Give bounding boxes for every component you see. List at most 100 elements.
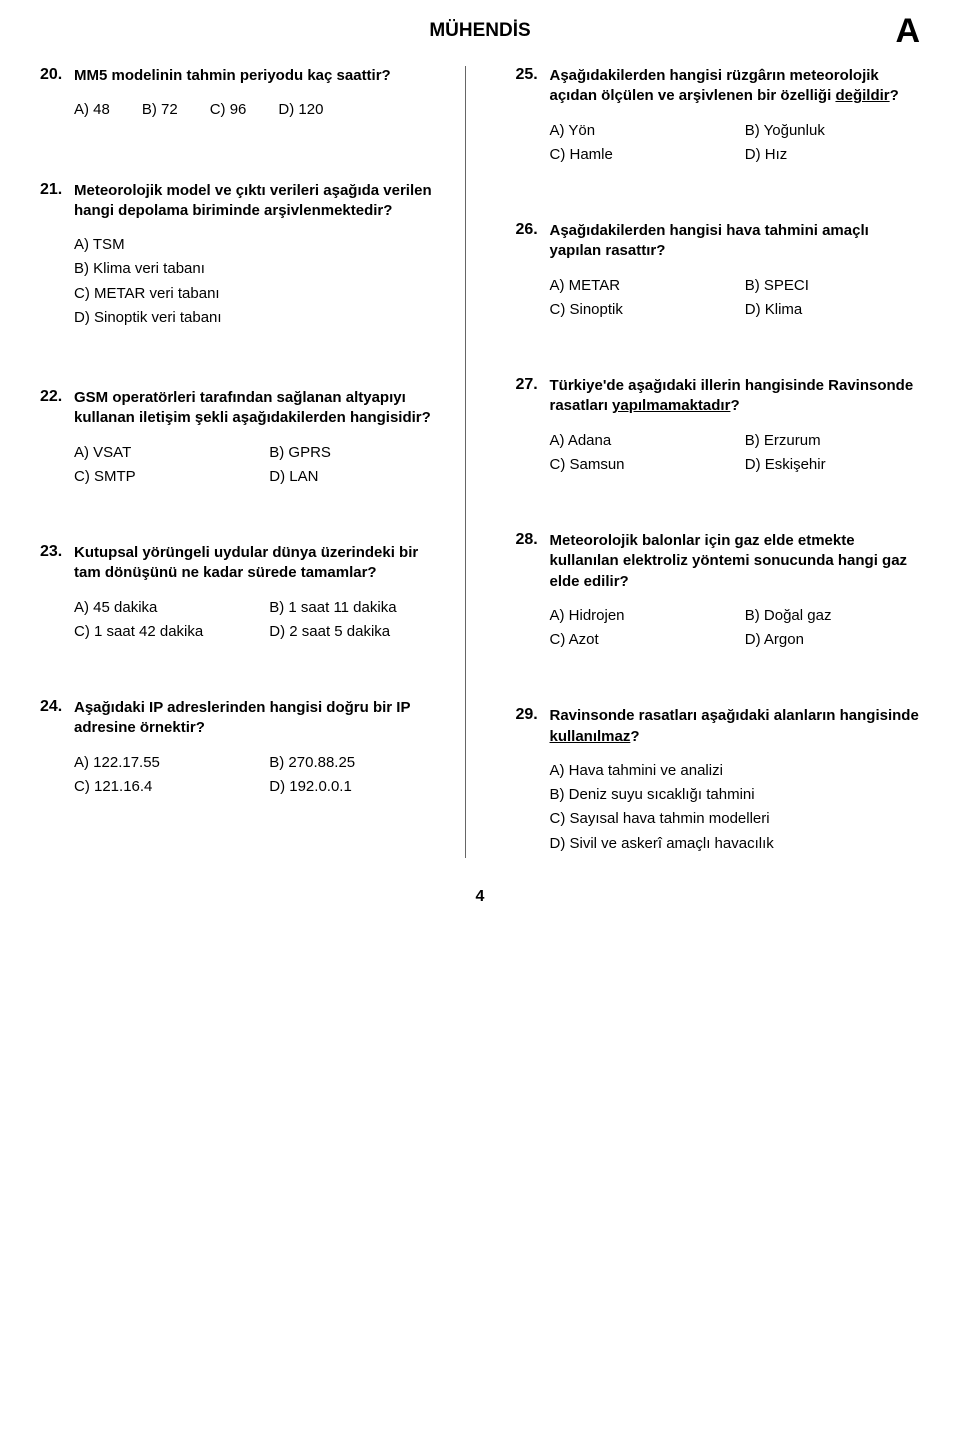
question-body: GSM operatörleri tarafından sağlanan alt… [74, 388, 445, 487]
option-a: A) Hidrojen [550, 606, 725, 626]
option-c: C) Azot [550, 630, 725, 650]
option-a: A) Hava tahmini ve analizi [550, 761, 921, 781]
question-text-post: ? [630, 728, 639, 745]
question-text-underline: kullanılmaz [550, 728, 631, 745]
question-text-pre: Aşağıdakilerden hangisi rüzgârın meteoro… [550, 67, 879, 104]
option-d: D) 2 saat 5 dakika [269, 622, 444, 642]
question-number: 24. [40, 698, 68, 797]
question-27: 27. Türkiye'de aşağıdaki illerin hangisi… [516, 376, 921, 475]
question-number: 26. [516, 221, 544, 320]
question-number: 20. [40, 66, 68, 125]
question-25: 25. Aşağıdakilerden hangisi rüzgârın met… [516, 66, 921, 165]
question-text: GSM operatörleri tarafından sağlanan alt… [74, 388, 445, 429]
option-d: D) 120 [278, 100, 323, 120]
question-29: 29. Ravinsonde rasatları aşağıdaki alanl… [516, 706, 921, 858]
options-grid: A) 122.17.55 B) 270.88.25 C) 121.16.4 D)… [74, 753, 445, 798]
question-number: 22. [40, 388, 68, 487]
option-d: D) Argon [745, 630, 920, 650]
question-text: Meteorolojik balonlar için gaz elde etme… [550, 531, 921, 592]
question-text: Ravinsonde rasatları aşağıdaki alanların… [550, 706, 921, 747]
question-body: Aşağıdakilerden hangisi hava tahmini ama… [550, 221, 921, 320]
question-number: 23. [40, 543, 68, 642]
question-text: Türkiye'de aşağıdaki illerin hangisinde … [550, 376, 921, 417]
option-a: A) 48 [74, 100, 110, 120]
question-body: Meteorolojik model ve çıktı verileri aşa… [74, 181, 445, 333]
option-b: B) 72 [142, 100, 178, 120]
option-c: C) Sinoptik [550, 300, 725, 320]
question-text: Aşağıdaki IP adreslerinden hangisi doğru… [74, 698, 445, 739]
question-text-pre: Ravinsonde rasatları aşağıdaki alanların… [550, 707, 919, 724]
option-a: A) Yön [550, 121, 725, 141]
question-text-underline: yapılmamaktadır [612, 397, 730, 414]
page-number: 4 [40, 888, 920, 906]
option-b: B) Klima veri tabanı [74, 259, 445, 279]
question-body: MM5 modelinin tahmin periyodu kaç saatti… [74, 66, 445, 125]
question-number: 29. [516, 706, 544, 858]
options-grid: A) Adana B) Erzurum C) Samsun D) Eskişeh… [550, 431, 921, 476]
question-text: Meteorolojik model ve çıktı verileri aşa… [74, 181, 445, 222]
question-23: 23. Kutupsal yörüngeli uydular dünya üze… [40, 543, 445, 642]
question-22: 22. GSM operatörleri tarafından sağlanan… [40, 388, 445, 487]
option-d: D) Klima [745, 300, 920, 320]
option-b: B) SPECI [745, 276, 920, 296]
option-c: C) SMTP [74, 467, 249, 487]
option-c: C) Sayısal hava tahmin modelleri [550, 809, 921, 829]
question-body: Türkiye'de aşağıdaki illerin hangisinde … [550, 376, 921, 475]
question-21: 21. Meteorolojik model ve çıktı verileri… [40, 181, 445, 333]
option-c: C) 121.16.4 [74, 777, 249, 797]
question-28: 28. Meteorolojik balonlar için gaz elde … [516, 531, 921, 650]
option-c: C) METAR veri tabanı [74, 284, 445, 304]
option-d: D) LAN [269, 467, 444, 487]
question-body: Meteorolojik balonlar için gaz elde etme… [550, 531, 921, 650]
option-d: D) Sinoptik veri tabanı [74, 308, 445, 328]
option-b: B) 1 saat 11 dakika [269, 598, 444, 618]
options-grid: A) Hidrojen B) Doğal gaz C) Azot D) Argo… [550, 606, 921, 651]
right-column: 25. Aşağıdakilerden hangisi rüzgârın met… [516, 66, 921, 858]
question-20: 20. MM5 modelinin tahmin periyodu kaç sa… [40, 66, 445, 125]
question-26: 26. Aşağıdakilerden hangisi hava tahmini… [516, 221, 921, 320]
option-b: B) Yoğunluk [745, 121, 920, 141]
question-text: MM5 modelinin tahmin periyodu kaç saatti… [74, 66, 445, 86]
page-header: MÜHENDİS A [40, 20, 920, 42]
option-a: A) 45 dakika [74, 598, 249, 618]
exam-title: MÜHENDİS [429, 20, 530, 42]
question-text: Kutupsal yörüngeli uydular dünya üzerind… [74, 543, 445, 584]
left-column: 20. MM5 modelinin tahmin periyodu kaç sa… [40, 66, 466, 858]
option-a: A) 122.17.55 [74, 753, 249, 773]
option-a: A) VSAT [74, 443, 249, 463]
option-d: D) Eskişehir [745, 455, 920, 475]
option-b: B) Deniz suyu sıcaklığı tahmini [550, 785, 921, 805]
question-number: 27. [516, 376, 544, 475]
question-text: Aşağıdakilerden hangisi hava tahmini ama… [550, 221, 921, 262]
option-b: B) 270.88.25 [269, 753, 444, 773]
booklet-letter: A [895, 12, 920, 51]
option-d: D) Hız [745, 145, 920, 165]
option-d: D) 192.0.0.1 [269, 777, 444, 797]
question-body: Aşağıdaki IP adreslerinden hangisi doğru… [74, 698, 445, 797]
option-c: C) Hamle [550, 145, 725, 165]
question-text-post: ? [890, 87, 899, 104]
question-body: Ravinsonde rasatları aşağıdaki alanların… [550, 706, 921, 858]
question-text: Aşağıdakilerden hangisi rüzgârın meteoro… [550, 66, 921, 107]
question-text-post: ? [730, 397, 739, 414]
content-columns: 20. MM5 modelinin tahmin periyodu kaç sa… [40, 66, 920, 858]
question-number: 21. [40, 181, 68, 333]
options-grid: A) Yön B) Yoğunluk C) Hamle D) Hız [550, 121, 921, 166]
question-text-underline: değildir [835, 87, 889, 104]
options-list: A) Hava tahmini ve analizi B) Deniz suyu… [550, 761, 921, 854]
question-24: 24. Aşağıdaki IP adreslerinden hangisi d… [40, 698, 445, 797]
options-grid: A) 45 dakika B) 1 saat 11 dakika C) 1 sa… [74, 598, 445, 643]
option-b: B) Erzurum [745, 431, 920, 451]
option-a: A) Adana [550, 431, 725, 451]
option-c: C) 96 [210, 100, 247, 120]
options-grid: A) VSAT B) GPRS C) SMTP D) LAN [74, 443, 445, 488]
option-a: A) TSM [74, 235, 445, 255]
options-list: A) TSM B) Klima veri tabanı C) METAR ver… [74, 235, 445, 328]
option-b: B) Doğal gaz [745, 606, 920, 626]
option-c: C) Samsun [550, 455, 725, 475]
question-number: 28. [516, 531, 544, 650]
options-grid: A) METAR B) SPECI C) Sinoptik D) Klima [550, 276, 921, 321]
options-row: A) 48 B) 72 C) 96 D) 120 [74, 100, 445, 120]
option-a: A) METAR [550, 276, 725, 296]
question-body: Kutupsal yörüngeli uydular dünya üzerind… [74, 543, 445, 642]
